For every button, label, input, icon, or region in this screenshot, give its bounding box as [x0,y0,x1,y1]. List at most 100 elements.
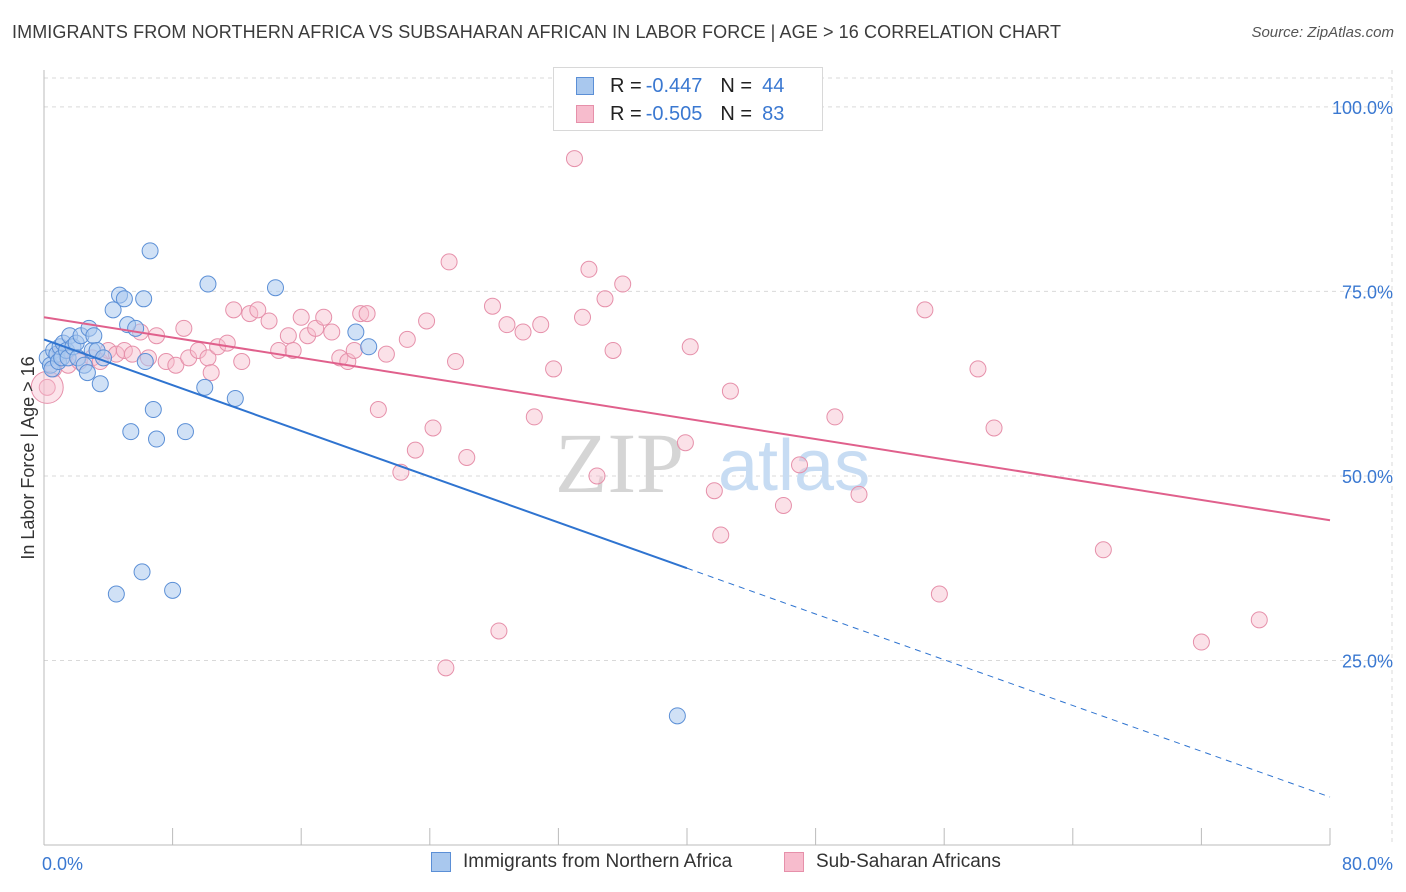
subsaharan-point [545,360,563,378]
chart-title: IMMIGRANTS FROM NORTHERN AFRICA VS SUBSA… [12,22,1062,42]
y-tick-label: 50.0% [1342,467,1393,487]
y-tick-label: 25.0% [1342,651,1393,671]
subsaharan-point [604,341,622,359]
subsaharan-point [850,485,868,503]
subsaharan-point [199,349,217,367]
subsaharan-point [985,419,1003,437]
northern-africa-point [85,327,103,345]
northern-africa-point [164,581,182,599]
subsaharan-point [1192,633,1210,651]
subsaharan-point [369,401,387,419]
pink-swatch-icon [784,852,804,872]
trend-lines [43,316,1331,798]
subsaharan-point [241,305,259,323]
watermark: ZIP atlas [555,415,870,511]
subsaharan-point [826,408,844,426]
northern-africa-point [176,423,194,441]
subsaharan-point [532,316,550,334]
subsaharan-point [574,308,592,326]
y-tick-label: 100.0% [1332,98,1393,118]
northern-africa-point [104,301,122,319]
subsaharan-point [930,585,948,603]
subsaharan-point [791,456,809,474]
northern-africa-trend-extension [686,567,1331,798]
subsaharan-point [1094,541,1112,559]
subsaharan-point [969,360,987,378]
subsaharan-point [490,622,508,640]
subsaharan-point [331,349,349,367]
northern-africa-point [668,707,686,725]
subsaharan-point [167,356,185,374]
northern-africa-point [141,242,159,260]
subsaharan-point [774,496,792,514]
axis-labels: 25.0% 50.0% 75.0% 100.0% 0.0% 80.0% In Labor F… [18,98,1393,874]
subsaharan-point [916,301,934,319]
subsaharan-point [249,301,267,319]
subsaharan-point [175,319,193,337]
subsaharan-point [202,364,220,382]
subsaharan-point [352,305,370,323]
northern-africa-point [122,423,140,441]
legend-item-northern-africa[interactable]: Immigrants from Northern Africa [431,851,732,873]
subsaharan-point [123,345,141,363]
subsaharan-point [157,353,175,371]
x-tick-label: 0.0% [42,854,83,874]
northern-africa-point [135,290,153,308]
subsaharan-trend-line [43,316,1331,522]
northern-africa-point [266,279,284,297]
northern-africa-point [107,585,125,603]
northern-africa-point [133,563,151,581]
r-value: -0.505 [645,102,703,125]
subsaharan-point [218,334,236,352]
blue-swatch-icon [431,852,451,872]
subsaharan-point [358,305,376,323]
northern-africa-point [144,401,162,419]
northern-africa-point [136,353,154,371]
legend-item-subsaharan[interactable]: Sub-Saharan Africans [784,851,1001,873]
subsaharan-point [233,353,251,371]
subsaharan-point [614,275,632,293]
subsaharan-point [498,316,516,334]
subsaharan-point [705,482,723,500]
pink-swatch-icon [576,105,594,123]
subsaharan-point [225,301,243,319]
subsaharan-point [406,441,424,459]
r-label: R = [610,102,642,125]
subsaharan-point [323,323,341,341]
legend-label: Sub-Saharan Africans [816,851,1001,872]
northern-africa-trend-line [43,338,688,570]
stats-row-northern-africa: R = -0.447 N = 44 [576,72,784,100]
r-value: -0.447 [645,74,703,97]
northern-africa-point [199,275,217,293]
subsaharan-point [712,526,730,544]
subsaharan-point [315,308,333,326]
watermark-zip: ZIP [555,415,684,511]
subsaharan-point [398,330,416,348]
northern-africa-point [78,364,96,382]
blue-swatch-icon [576,77,594,95]
legend-label: Immigrants from Northern Africa [463,851,733,872]
northern-africa-point [127,319,145,337]
axes-layer [43,70,1331,846]
n-value: 83 [762,102,785,125]
y-axis-title: In Labor Force | Age > 16 [18,356,38,559]
subsaharan-point [525,408,543,426]
subsaharan-point [596,290,614,308]
subsaharan-point [279,327,297,345]
northern-africa-point [360,338,378,356]
subsaharan-point [115,341,133,359]
n-value: 44 [762,74,785,97]
northern-africa-point [115,290,133,308]
subsaharan-point [580,260,598,278]
subsaharan-point [721,382,739,400]
subsaharan-point [440,253,458,271]
subsaharan-point [424,419,442,437]
subsaharan-point [681,338,699,356]
northern-africa-point [347,323,365,341]
r-label: R = [610,74,642,97]
series-legend: Immigrants from Northern Africa Sub-Saha… [0,851,1406,877]
subsaharan-point [565,150,583,168]
subsaharan-point [483,297,501,315]
subsaharan-point [377,345,395,363]
